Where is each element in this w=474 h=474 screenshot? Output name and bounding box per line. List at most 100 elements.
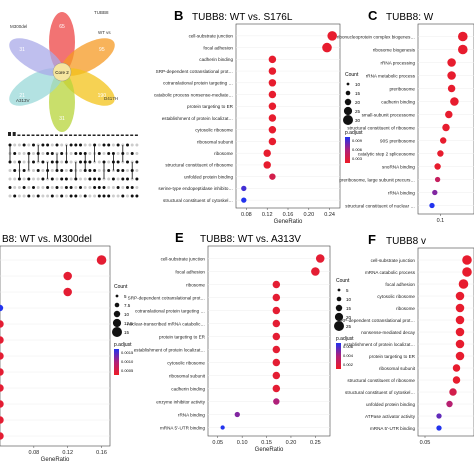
x-tick-label: 0.08: [28, 450, 39, 456]
category-label: cell-substrate junction: [161, 256, 206, 261]
upset-dot: [17, 152, 21, 155]
legend-size-dot: [334, 312, 344, 322]
upset-bar: [22, 134, 26, 136]
legend-size-dot: [335, 304, 343, 312]
upset-dot: [88, 169, 92, 172]
upset-dot: [135, 169, 139, 172]
upset-bar: [83, 134, 87, 136]
x-tick-label: 0.05: [420, 440, 431, 446]
upset-bar: [59, 134, 63, 136]
upset-dot: [83, 177, 87, 181]
category-label: ribosomal subunit: [169, 373, 206, 378]
petal-count: 190: [98, 93, 107, 99]
legend-size-dot: [114, 302, 120, 308]
upset-dot: [60, 169, 64, 172]
upset-dot: [69, 143, 73, 147]
data-point: [269, 173, 276, 180]
flower-petal: [9, 38, 63, 76]
data-point: [449, 388, 457, 396]
legend-size-label: 10: [124, 312, 130, 317]
upset-dot: [107, 194, 111, 198]
data-point: [241, 185, 247, 192]
panel-letter: C: [368, 8, 378, 23]
upset-dot: [116, 160, 120, 164]
legend-size-label: 15: [124, 330, 130, 335]
category-label: establishment of protein localizat…: [344, 342, 415, 347]
category-label: ribosome: [396, 306, 415, 311]
category-label: mRNA catabolic process: [365, 270, 416, 275]
legend-size-label: 25: [355, 109, 361, 114]
upset-dot: [64, 186, 68, 189]
upset-dot: [69, 169, 73, 172]
upset-dot: [135, 186, 139, 189]
upset-dot: [111, 186, 115, 189]
plot-frame: [0, 245, 111, 447]
x-tick-label: 0.12: [62, 450, 73, 456]
data-point: [273, 398, 280, 405]
legend-size-dot: [344, 98, 352, 106]
data-point: [432, 189, 438, 196]
upset-bar: [36, 134, 40, 136]
data-point: [436, 425, 442, 431]
upset-dot: [93, 177, 97, 181]
upset-dot: [32, 177, 35, 181]
upset-dot: [13, 186, 17, 189]
upset-dot: [83, 143, 87, 147]
x-axis-label: GeneRatio: [274, 219, 303, 225]
upset-dot: [22, 143, 26, 147]
category-label: mRNA 5'-UTR binding: [160, 425, 205, 430]
data-point: [0, 336, 4, 344]
petal-count: 21: [19, 93, 25, 99]
data-point: [445, 110, 453, 119]
petal-label: WT vs: [98, 30, 111, 35]
upset-dot: [55, 143, 59, 147]
legend-color-label: 0.006: [343, 344, 354, 349]
upset-dot: [130, 152, 134, 155]
data-point: [0, 368, 4, 376]
category-label: cytosolic ribosome: [167, 360, 205, 365]
petal-count: 31: [59, 116, 65, 122]
category-label: ribosomal subunit: [379, 366, 416, 371]
legend-size-dot: [336, 296, 342, 302]
upset-dot: [36, 177, 40, 181]
upset-dot: [60, 143, 64, 147]
panel-title: TUBB8 v: [386, 236, 426, 247]
panel-letter: E: [175, 230, 184, 245]
category-label: ribosome biogenesis: [373, 47, 416, 52]
legend-size-dot: [113, 310, 121, 318]
upset-dot: [8, 186, 12, 189]
data-point: [446, 400, 453, 408]
upset-dot: [41, 143, 45, 147]
upset-dot: [135, 143, 139, 147]
data-point: [241, 197, 247, 203]
data-point: [0, 352, 4, 360]
upset-dot: [32, 160, 35, 164]
data-point: [272, 332, 281, 341]
data-point: [0, 384, 4, 392]
upset-bar: [26, 134, 30, 136]
upset-dot: [22, 186, 26, 189]
legend-size-label: 5: [346, 288, 349, 293]
data-point: [268, 102, 277, 111]
data-point: [63, 287, 72, 297]
data-point: [440, 137, 447, 144]
category-label: cytosolic ribosome: [195, 128, 233, 133]
upset-dot: [32, 186, 35, 189]
legend-size-dot: [343, 106, 353, 116]
upset-dot: [27, 194, 31, 198]
upset-dot: [41, 186, 45, 189]
upset-dot: [22, 177, 26, 181]
category-label: small-subunit processome: [362, 112, 416, 117]
upset-bar: [55, 134, 58, 136]
category-label: SRP-dependent cotranslational prot…: [128, 295, 205, 300]
petal-count: 65: [59, 24, 65, 30]
x-tick-label: 0.24: [324, 212, 335, 218]
data-point: [442, 123, 450, 132]
panel-d-dot-plot: B8: WT vs. M300del 0.08 0.12 0.16 GeneRatio C…: [0, 234, 134, 463]
legend-size-dot: [112, 318, 122, 328]
category-label: nonsense-mediated decay: [361, 330, 416, 335]
data-point: [96, 255, 107, 265]
upset-bar: [87, 134, 91, 136]
